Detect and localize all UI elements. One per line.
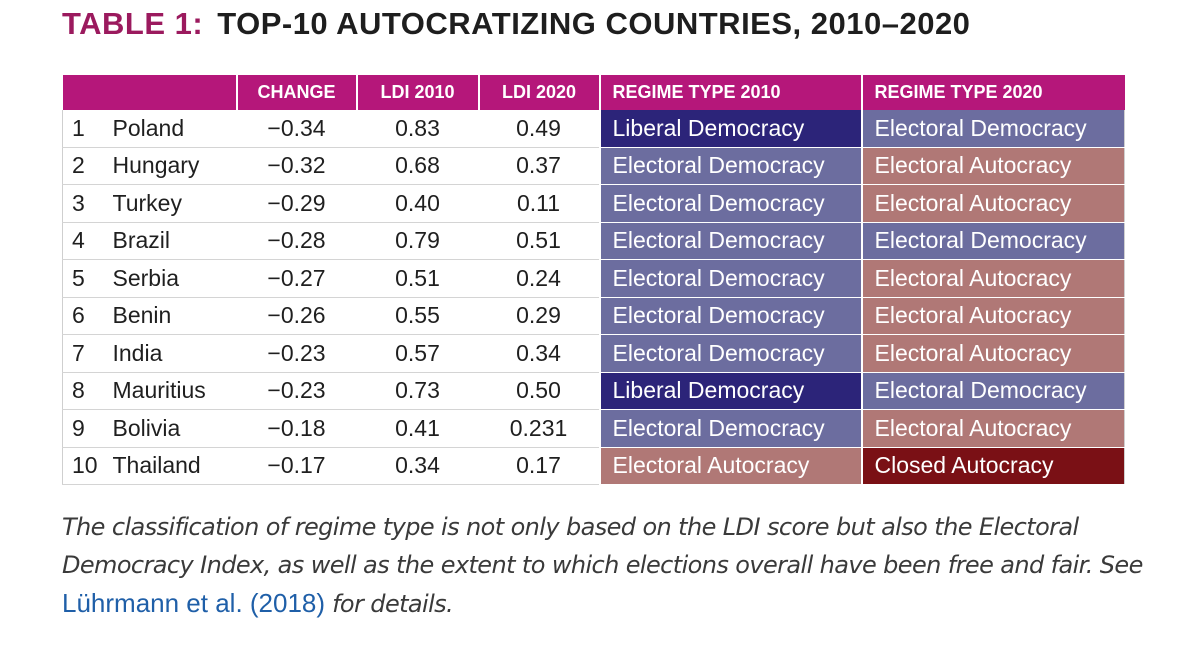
country-cell: Poland bbox=[112, 110, 237, 148]
header-regime-2020: REGIME TYPE 2020 bbox=[860, 75, 1125, 110]
country-cell: Brazil bbox=[112, 222, 237, 260]
table-row: 2 Hungary −0.32 0.68 0.37 Electoral Democracy… bbox=[62, 147, 1125, 185]
country-cell: Hungary bbox=[112, 147, 237, 185]
rank-cell: 5 bbox=[62, 259, 113, 298]
header-ldi-2010: LDI 2010 bbox=[355, 75, 479, 110]
header-change: CHANGE bbox=[235, 75, 357, 110]
regime-2020-cell: Electoral Autocracy bbox=[860, 409, 1125, 448]
change-cell: −0.34 bbox=[236, 110, 357, 148]
table-row: 5 Serbia −0.27 0.51 0.24 Electoral Democracy E… bbox=[62, 259, 1125, 298]
ldi-2020-cell: 0.24 bbox=[478, 259, 600, 298]
ldi-2020-cell: 0.17 bbox=[478, 447, 600, 485]
regime-2020-cell: Electoral Democracy bbox=[860, 372, 1125, 410]
autocratizing-countries-table: CHANGE LDI 2010 LDI 2020 REGIME TYPE 201… bbox=[62, 75, 1125, 485]
ldi-2010-cell: 0.41 bbox=[356, 409, 479, 448]
regime-2020-cell: Electoral Autocracy bbox=[860, 297, 1125, 335]
regime-2010-cell: Electoral Democracy bbox=[598, 222, 862, 260]
table-caption: The classification of regime type is not… bbox=[62, 508, 1152, 623]
regime-2010-cell: Electoral Democracy bbox=[598, 259, 862, 298]
table-row: 4 Brazil −0.28 0.79 0.51 Electoral Democracy E… bbox=[62, 222, 1125, 260]
change-cell: −0.17 bbox=[236, 447, 357, 485]
rank-cell: 1 bbox=[62, 110, 113, 148]
table-row: 7 India −0.23 0.57 0.34 Electoral Democracy El… bbox=[62, 334, 1125, 373]
table-row: 3 Turkey −0.29 0.40 0.11 Electoral Democracy E… bbox=[62, 184, 1125, 223]
regime-2010-cell: Electoral Democracy bbox=[598, 147, 862, 185]
header-row: CHANGE LDI 2010 LDI 2020 REGIME TYPE 201… bbox=[62, 75, 1125, 110]
rank-cell: 10 bbox=[62, 447, 113, 485]
table-title: TABLE 1: TOP-10 AUTOCRATIZING COUNTRIES, … bbox=[62, 6, 970, 42]
regime-2010-cell: Liberal Democracy bbox=[598, 110, 862, 148]
table-row: 8 Mauritius −0.23 0.73 0.50 Liberal Democracy… bbox=[62, 372, 1125, 410]
country-cell: Mauritius bbox=[112, 372, 237, 410]
rank-cell: 2 bbox=[62, 147, 113, 185]
regime-2010-cell: Electoral Democracy bbox=[598, 184, 862, 223]
ldi-2010-cell: 0.68 bbox=[356, 147, 479, 185]
table-row: 1 Poland −0.34 0.83 0.49 Liberal Democracy Ele… bbox=[62, 110, 1125, 148]
table-title-text: TOP-10 AUTOCRATIZING COUNTRIES, 2010–202… bbox=[217, 6, 971, 41]
ldi-2010-cell: 0.73 bbox=[356, 372, 479, 410]
regime-2020-cell: Electoral Autocracy bbox=[860, 147, 1125, 185]
regime-2020-cell: Electoral Democracy bbox=[860, 110, 1125, 148]
rank-cell: 9 bbox=[62, 409, 113, 448]
ldi-2010-cell: 0.40 bbox=[356, 184, 479, 223]
change-cell: −0.32 bbox=[236, 147, 357, 185]
regime-2010-cell: Liberal Democracy bbox=[598, 372, 862, 410]
regime-2010-cell: Electoral Democracy bbox=[598, 334, 862, 373]
regime-2010-cell: Electoral Democracy bbox=[598, 409, 862, 448]
header-regime-2010: REGIME TYPE 2010 bbox=[598, 75, 862, 110]
caption-text: The classification of regime type is not… bbox=[62, 513, 1143, 579]
country-cell: Thailand bbox=[112, 447, 237, 485]
regime-2010-cell: Electoral Democracy bbox=[598, 297, 862, 335]
rank-cell: 7 bbox=[62, 334, 113, 373]
ldi-2020-cell: 0.11 bbox=[478, 184, 600, 223]
country-cell: Turkey bbox=[112, 184, 237, 223]
table-number: TABLE 1: bbox=[62, 6, 204, 41]
regime-2020-cell: Electoral Autocracy bbox=[860, 334, 1125, 373]
ldi-2020-cell: 0.50 bbox=[478, 372, 600, 410]
ldi-2010-cell: 0.57 bbox=[356, 334, 479, 373]
table-row: 9 Bolivia −0.18 0.41 0.231 Electoral Democrac… bbox=[62, 409, 1125, 448]
change-cell: −0.26 bbox=[236, 297, 357, 335]
header-ldi-2020: LDI 2020 bbox=[477, 75, 600, 110]
table-row: 10 Thailand −0.17 0.34 0.17 Electoral Autocra… bbox=[62, 447, 1125, 485]
ldi-2010-cell: 0.83 bbox=[356, 110, 479, 148]
rank-cell: 6 bbox=[62, 297, 113, 335]
country-cell: India bbox=[112, 334, 237, 373]
ldi-2010-cell: 0.55 bbox=[356, 297, 479, 335]
rank-cell: 3 bbox=[62, 184, 113, 223]
ldi-2010-cell: 0.34 bbox=[356, 447, 479, 485]
ldi-2020-cell: 0.29 bbox=[478, 297, 600, 335]
country-cell: Bolivia bbox=[112, 409, 237, 448]
regime-2020-cell: Closed Autocracy bbox=[860, 447, 1125, 485]
caption-suffix: for details. bbox=[325, 590, 454, 618]
citation-link[interactable]: Lührmann et al. (2018) bbox=[62, 588, 326, 618]
ldi-2010-cell: 0.51 bbox=[356, 259, 479, 298]
header-country bbox=[112, 75, 237, 110]
ldi-2020-cell: 0.34 bbox=[478, 334, 600, 373]
change-cell: −0.29 bbox=[236, 184, 357, 223]
regime-2020-cell: Electoral Democracy bbox=[860, 222, 1125, 260]
regime-2020-cell: Electoral Autocracy bbox=[860, 184, 1125, 223]
ldi-2020-cell: 0.231 bbox=[478, 409, 600, 448]
regime-2010-cell: Electoral Autocracy bbox=[598, 447, 862, 485]
change-cell: −0.28 bbox=[236, 222, 357, 260]
header-rank bbox=[62, 75, 113, 110]
ldi-2020-cell: 0.51 bbox=[478, 222, 600, 260]
ldi-2010-cell: 0.79 bbox=[356, 222, 479, 260]
rank-cell: 8 bbox=[62, 372, 113, 410]
country-cell: Serbia bbox=[112, 259, 237, 298]
ldi-2020-cell: 0.37 bbox=[478, 147, 600, 185]
rank-cell: 4 bbox=[62, 222, 113, 260]
regime-2020-cell: Electoral Autocracy bbox=[860, 259, 1125, 298]
change-cell: −0.23 bbox=[236, 372, 357, 410]
ldi-2020-cell: 0.49 bbox=[478, 110, 600, 148]
change-cell: −0.18 bbox=[236, 409, 357, 448]
country-cell: Benin bbox=[112, 297, 237, 335]
change-cell: −0.23 bbox=[236, 334, 357, 373]
table-row: 6 Benin −0.26 0.55 0.29 Electoral Democracy El… bbox=[62, 297, 1125, 335]
change-cell: −0.27 bbox=[236, 259, 357, 298]
